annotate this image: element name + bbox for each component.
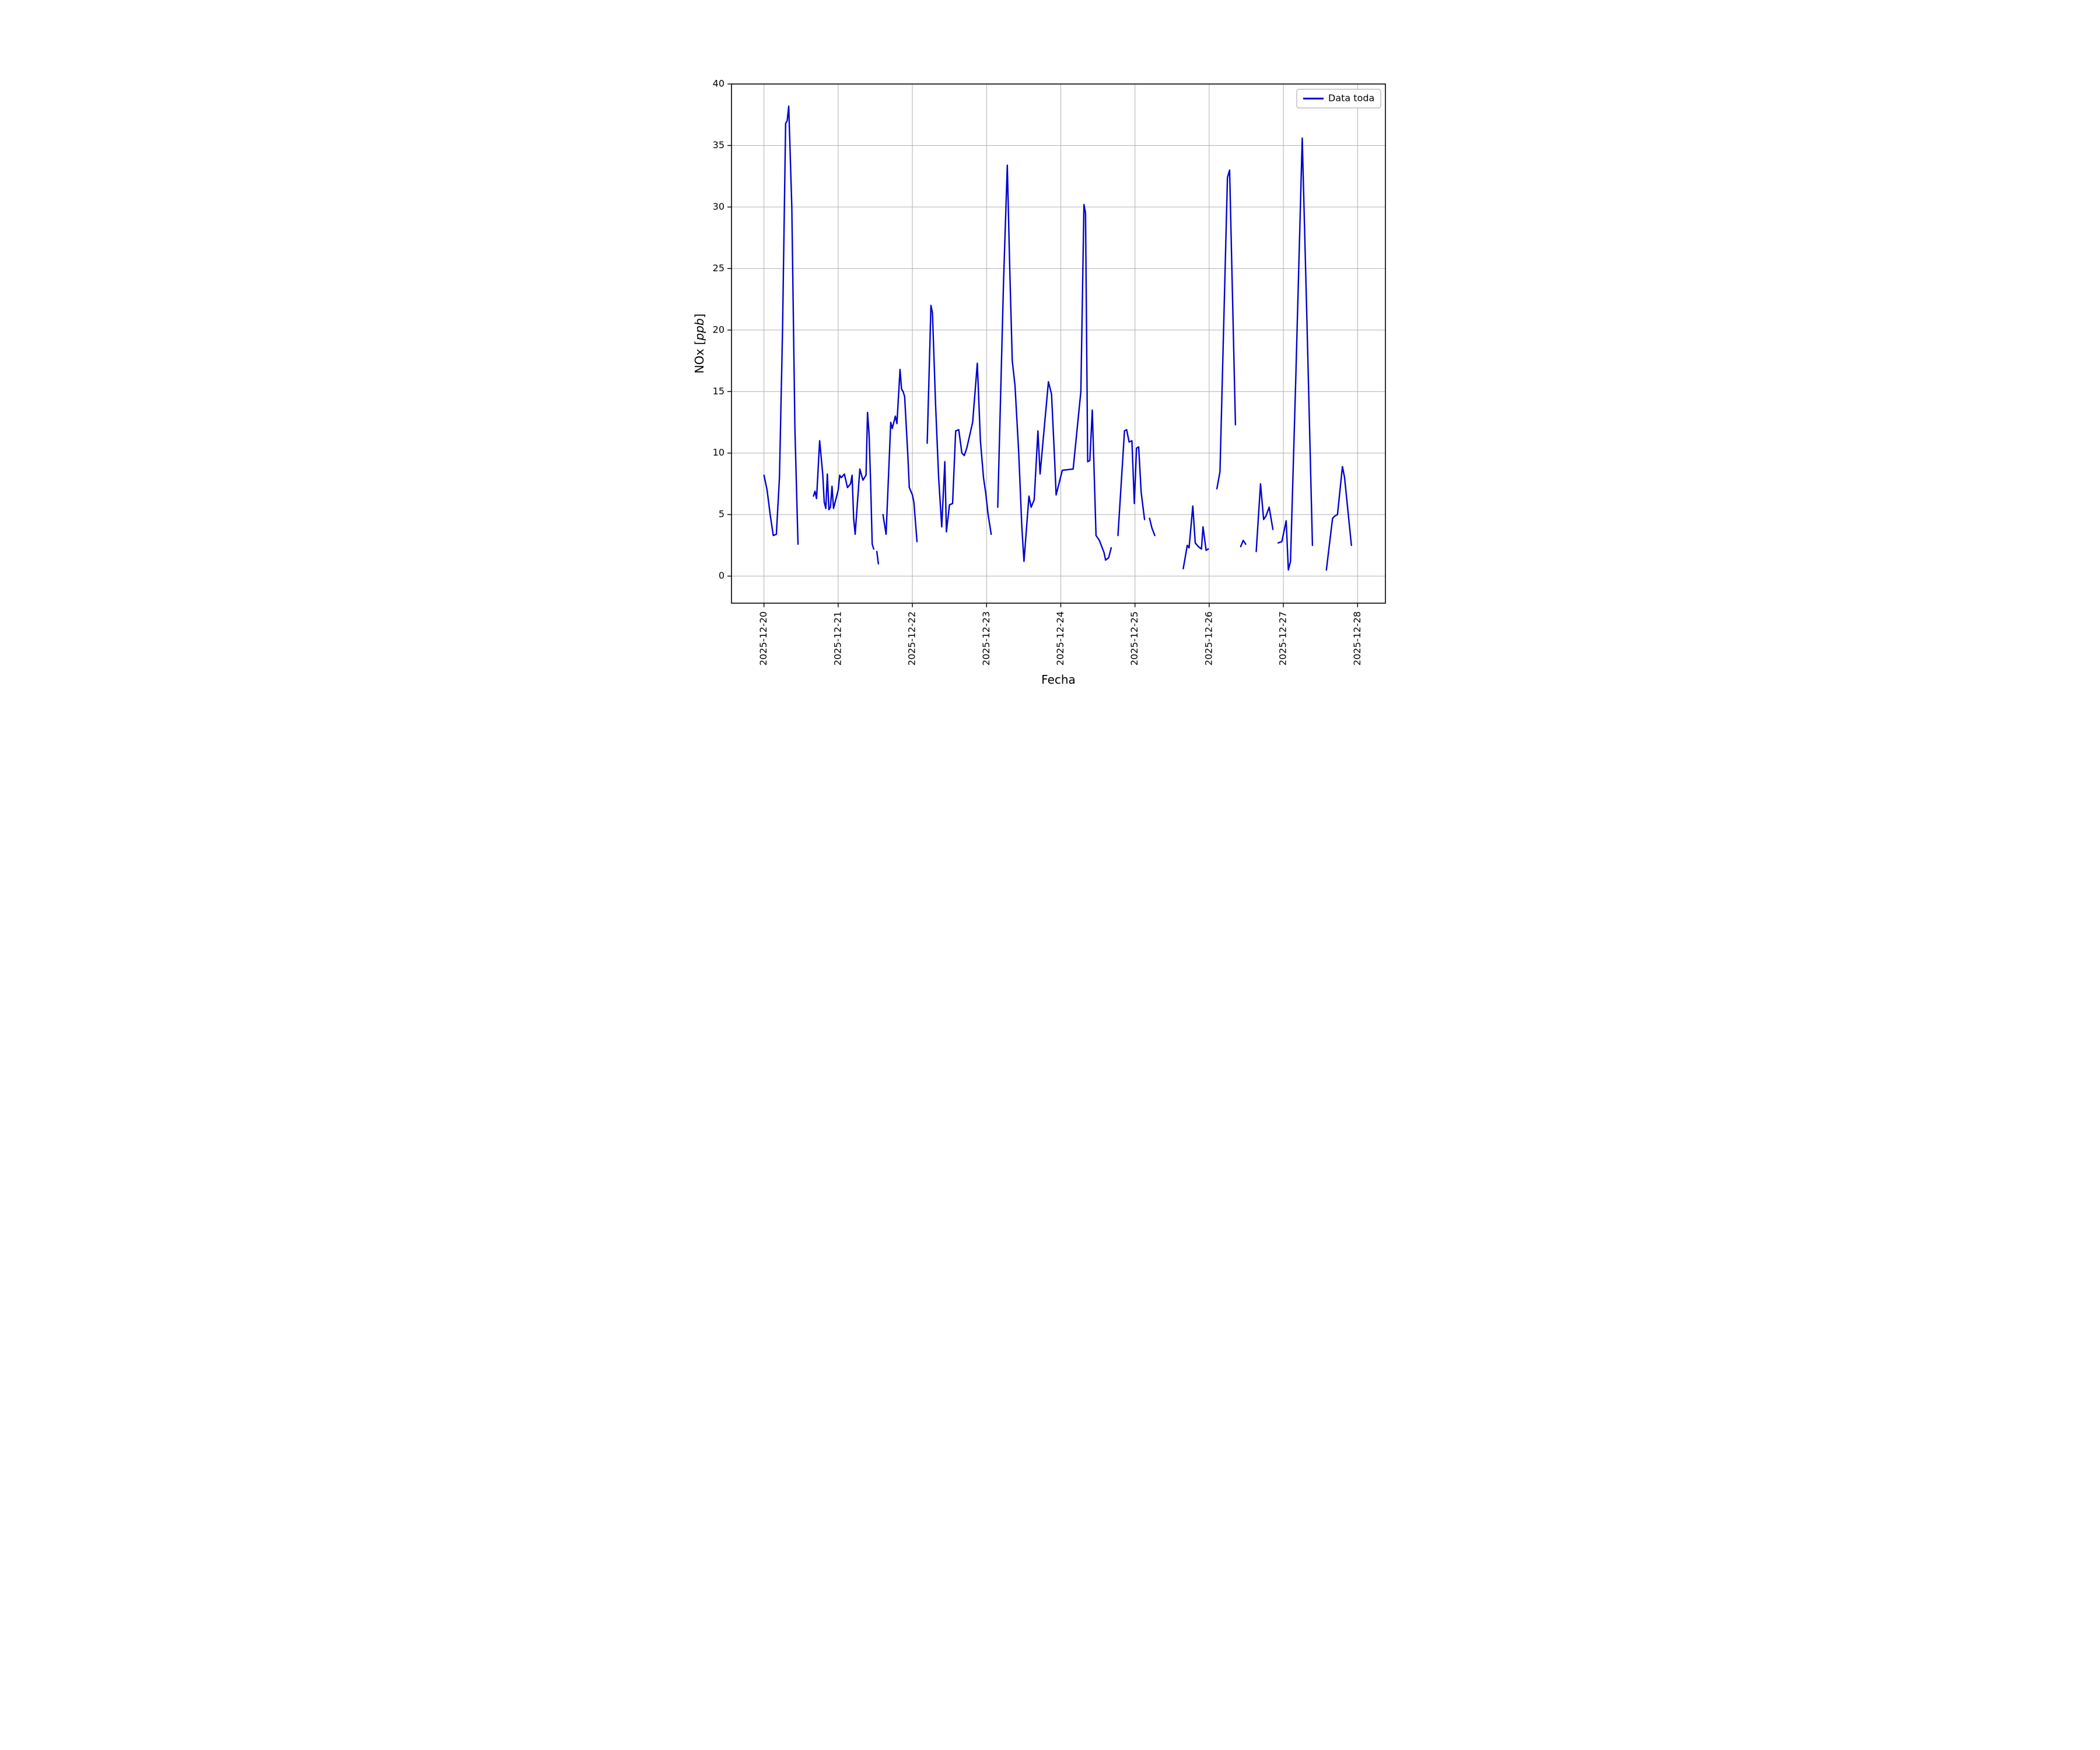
- x-tick-label: 2025-12-23: [981, 611, 992, 666]
- axes-border: [731, 83, 1386, 604]
- y-tick-label: 15: [713, 386, 724, 397]
- y-tick-label: 30: [713, 201, 724, 212]
- gridlines: [732, 83, 1385, 603]
- y-tick-label: 10: [713, 447, 724, 458]
- y-tick-label: 40: [713, 78, 724, 89]
- y-tick-labels: 0 5 10 15 20 25 30 35 40: [713, 78, 724, 582]
- legend-label: Data toda: [1328, 93, 1374, 104]
- y-tick-label: 5: [719, 509, 724, 520]
- figure: 2025-12-20 2025-12-21 2025-12-22 2025-12-23…: [630, 0, 1470, 700]
- x-tick-label: 2025-12-28: [1352, 611, 1363, 666]
- x-tick-label: 2025-12-27: [1278, 611, 1289, 666]
- data-line: [763, 105, 1352, 571]
- x-tick-label: 2025-12-21: [832, 611, 843, 666]
- y-axis-label: NOx [ppb]: [692, 314, 706, 374]
- x-tick-label: 2025-12-20: [758, 611, 769, 666]
- x-tick-label: 2025-12-25: [1129, 611, 1140, 666]
- series-data-toda: [763, 105, 1352, 571]
- x-tick-labels: 2025-12-20 2025-12-21 2025-12-22 2025-12-23…: [758, 611, 1363, 666]
- legend-box: [1296, 89, 1381, 108]
- y-tick-label: 25: [713, 262, 724, 274]
- x-tick-label: 2025-12-26: [1203, 611, 1214, 666]
- y-tick-label: 20: [713, 324, 724, 335]
- x-tick-label: 2025-12-24: [1055, 611, 1066, 666]
- legend: Data toda: [1296, 89, 1381, 108]
- tick-marks: [727, 83, 1358, 607]
- x-axis-label: Fecha: [1041, 673, 1076, 687]
- y-tick-label: 35: [713, 139, 724, 150]
- nox-line-chart: 2025-12-20 2025-12-21 2025-12-22 2025-12-23…: [692, 78, 1386, 687]
- y-tick-label: 0: [719, 570, 724, 581]
- x-tick-label: 2025-12-22: [907, 611, 918, 666]
